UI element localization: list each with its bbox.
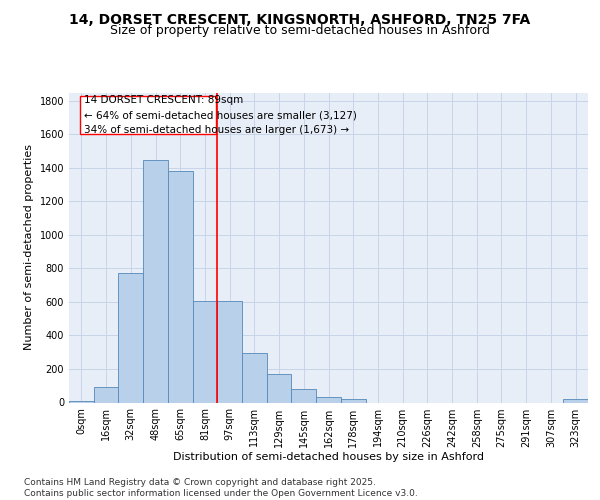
Bar <box>168 172 193 402</box>
X-axis label: Distribution of semi-detached houses by size in Ashford: Distribution of semi-detached houses by … <box>173 452 484 462</box>
Bar <box>341 399 365 402</box>
FancyBboxPatch shape <box>80 96 216 134</box>
Bar <box>217 301 242 402</box>
Bar <box>143 160 168 402</box>
Text: 14, DORSET CRESCENT, KINGSNORTH, ASHFORD, TN25 7FA: 14, DORSET CRESCENT, KINGSNORTH, ASHFORD… <box>70 12 530 26</box>
Bar <box>316 398 341 402</box>
Text: 14 DORSET CRESCENT: 89sqm
← 64% of semi-detached houses are smaller (3,127)
34% : 14 DORSET CRESCENT: 89sqm ← 64% of semi-… <box>84 96 357 135</box>
Bar <box>118 272 143 402</box>
Bar <box>193 301 217 402</box>
Bar <box>292 389 316 402</box>
Bar <box>69 401 94 402</box>
Bar <box>94 386 118 402</box>
Y-axis label: Number of semi-detached properties: Number of semi-detached properties <box>24 144 34 350</box>
Bar <box>563 400 588 402</box>
Bar <box>242 352 267 403</box>
Text: Contains HM Land Registry data © Crown copyright and database right 2025.
Contai: Contains HM Land Registry data © Crown c… <box>24 478 418 498</box>
Bar <box>267 374 292 402</box>
Text: Size of property relative to semi-detached houses in Ashford: Size of property relative to semi-detach… <box>110 24 490 37</box>
